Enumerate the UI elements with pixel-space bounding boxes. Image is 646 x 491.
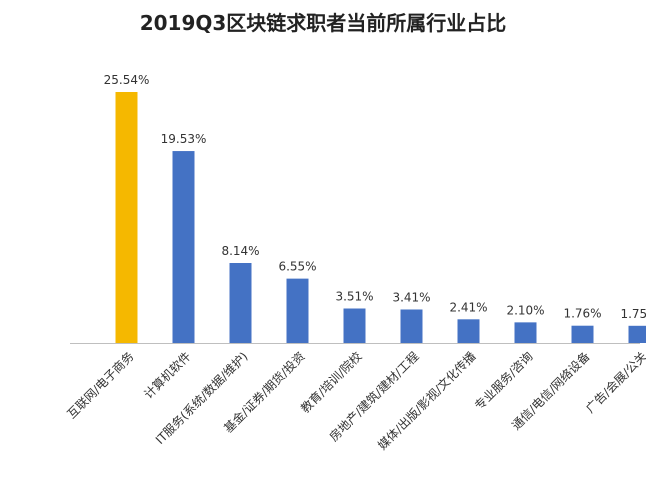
category-label-6: 媒体/出版/影视/文化传播	[375, 349, 479, 453]
bar-9	[628, 325, 646, 343]
bar-5	[400, 309, 423, 343]
value-label-5: 3.41%	[392, 290, 430, 304]
category-label-2: IT服务(系统/数据/维护)	[152, 349, 251, 448]
value-label-4: 3.51%	[335, 290, 373, 304]
value-label-6: 2.41%	[449, 300, 487, 314]
value-label-7: 2.10%	[506, 303, 544, 317]
value-label-3: 6.55%	[278, 260, 316, 274]
bar-3	[286, 278, 309, 343]
bar-0	[115, 92, 138, 343]
bar-2	[229, 263, 252, 343]
value-label-2: 8.14%	[221, 244, 259, 258]
bars-group	[115, 92, 646, 343]
category-label-7: 专业服务/咨询	[471, 349, 535, 413]
value-label-0: 25.54%	[104, 73, 150, 87]
value-labels-group: 25.54% 19.53% 8.14% 6.55% 3.51% 3.41% 2.41% 2.1…	[104, 73, 646, 321]
bar-8	[571, 325, 594, 343]
category-label-0: 互联网/电子商务	[64, 349, 137, 422]
bar-7	[514, 322, 537, 343]
category-labels-group: 互联网/电子商务 计算机软件IT服务(系统/数据/维护)基金/证券/期货/投资教育…	[64, 349, 646, 453]
value-label-9: 1.75%	[620, 307, 646, 321]
bar-4	[343, 308, 366, 343]
value-label-1: 19.53%	[161, 132, 207, 146]
bar-6	[457, 319, 480, 343]
value-label-8: 1.76%	[563, 307, 601, 321]
bar-1	[172, 151, 195, 343]
chart-title: 2019Q3区块链求职者当前所属行业占比	[140, 11, 507, 35]
category-label-1: 计算机软件	[141, 349, 194, 402]
